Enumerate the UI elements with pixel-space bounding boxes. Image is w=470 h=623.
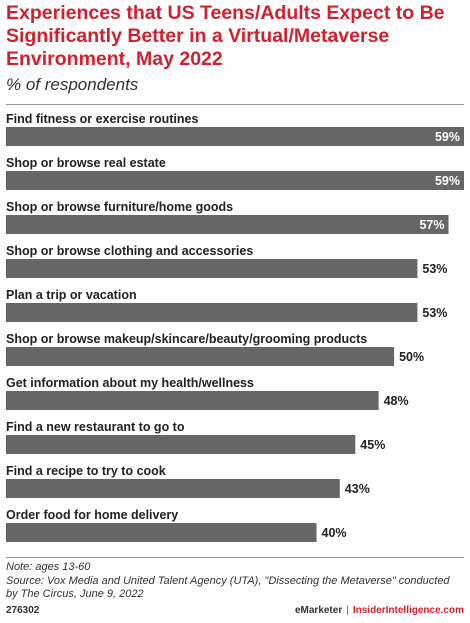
category-label: Find a recipe to try to cook xyxy=(6,464,166,478)
source-text-2: by The Circus, June 9, 2022 xyxy=(6,588,144,600)
value-label: 53% xyxy=(422,306,447,320)
bar-chart: Find fitness or exercise routines 59% Shop… xyxy=(6,112,464,542)
bar xyxy=(6,303,418,322)
note-text: Note: ages 13-60 xyxy=(6,561,91,573)
bar xyxy=(6,347,395,366)
bar xyxy=(6,127,464,146)
brand-credit: eMarketer | InsiderIntelligence.com xyxy=(295,605,464,616)
category-label: Order food for home delivery xyxy=(6,508,178,522)
bar xyxy=(6,523,317,542)
bar xyxy=(6,435,356,454)
brand-emarketer: eMarketer xyxy=(294,605,343,616)
brand-separator: | xyxy=(346,605,349,616)
bar xyxy=(6,391,379,410)
value-label: 57% xyxy=(419,218,444,232)
category-label: Shop or browse makeup/skincare/beauty/gr… xyxy=(6,332,367,346)
category-label: Shop or browse real estate xyxy=(6,156,166,170)
footnote: Note: ages 13-60 Source: Vox Media and U… xyxy=(6,561,466,602)
value-label: 48% xyxy=(384,394,409,408)
top-divider xyxy=(6,104,464,105)
value-label: 53% xyxy=(422,262,447,276)
chart-id: 276302 xyxy=(6,605,40,616)
chart-title: Experiences that US Teens/Adults Expect … xyxy=(6,2,445,70)
value-label: 59% xyxy=(435,130,460,144)
bar xyxy=(6,479,340,498)
value-label: 43% xyxy=(345,482,370,496)
bar xyxy=(6,259,418,278)
value-label: 50% xyxy=(399,350,424,364)
category-label: Get information about my health/wellness xyxy=(6,376,254,390)
bar xyxy=(6,171,464,190)
chart-subtitle: % of respondents xyxy=(6,75,139,94)
source-text-1: Source: Vox Media and United Talent Agen… xyxy=(6,574,450,587)
category-label: Shop or browse furniture/home goods xyxy=(6,200,233,214)
brand-insider-link[interactable]: InsiderIntelligence.com xyxy=(352,605,464,616)
category-label: Find a new restaurant to go to xyxy=(6,420,185,434)
bottom-divider xyxy=(6,557,464,558)
bar xyxy=(6,215,449,234)
value-label: 40% xyxy=(322,526,347,540)
category-label: Find fitness or exercise routines xyxy=(6,112,198,126)
category-label: Plan a trip or vacation xyxy=(6,288,137,302)
category-label: Shop or browse clothing and accessories xyxy=(6,244,253,258)
value-label: 59% xyxy=(435,174,460,188)
value-label: 45% xyxy=(360,438,385,452)
